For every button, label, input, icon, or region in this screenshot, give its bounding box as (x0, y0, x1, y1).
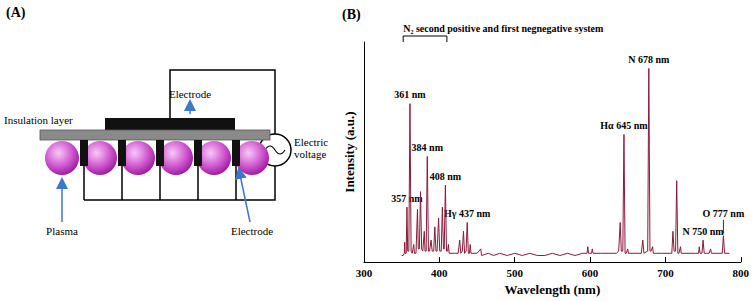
svg-text:Electric: Electric (294, 136, 328, 148)
svg-text:voltage: voltage (294, 148, 326, 160)
svg-text:Insulation layer: Insulation layer (4, 114, 73, 126)
svg-text:O 777 nm: O 777 nm (703, 208, 745, 219)
svg-text:Wavelength (nm): Wavelength (nm) (505, 282, 601, 297)
svg-text:(B): (B) (342, 7, 361, 23)
svg-text:361 nm: 361 nm (394, 89, 426, 100)
svg-text:N 750 nm: N 750 nm (683, 226, 725, 237)
svg-text:408 nm: 408 nm (430, 171, 462, 182)
svg-text:Hα 645 nm: Hα 645 nm (600, 120, 648, 131)
svg-text:Intensity (a.u.): Intensity (a.u.) (342, 111, 357, 192)
svg-text:800: 800 (733, 267, 750, 279)
svg-text:357 nm: 357 nm (391, 193, 423, 204)
svg-text:Plasma: Plasma (46, 225, 78, 237)
svg-text:300: 300 (356, 267, 373, 279)
svg-text:Electrode: Electrode (231, 225, 273, 237)
svg-text:500: 500 (506, 267, 523, 279)
svg-text:N 678 nm: N 678 nm (628, 54, 670, 65)
svg-text:384 nm: 384 nm (412, 142, 444, 153)
svg-text:(A): (A) (6, 5, 26, 21)
svg-text:Hγ 437 nm: Hγ 437 nm (444, 208, 491, 219)
svg-text:700: 700 (657, 267, 674, 279)
svg-text:600: 600 (582, 267, 599, 279)
svg-text:400: 400 (431, 267, 448, 279)
svg-text:Electrode: Electrode (169, 88, 211, 100)
svg-text:N₂ second positive and first n: N₂ second positive and first negnegative… (403, 23, 604, 34)
